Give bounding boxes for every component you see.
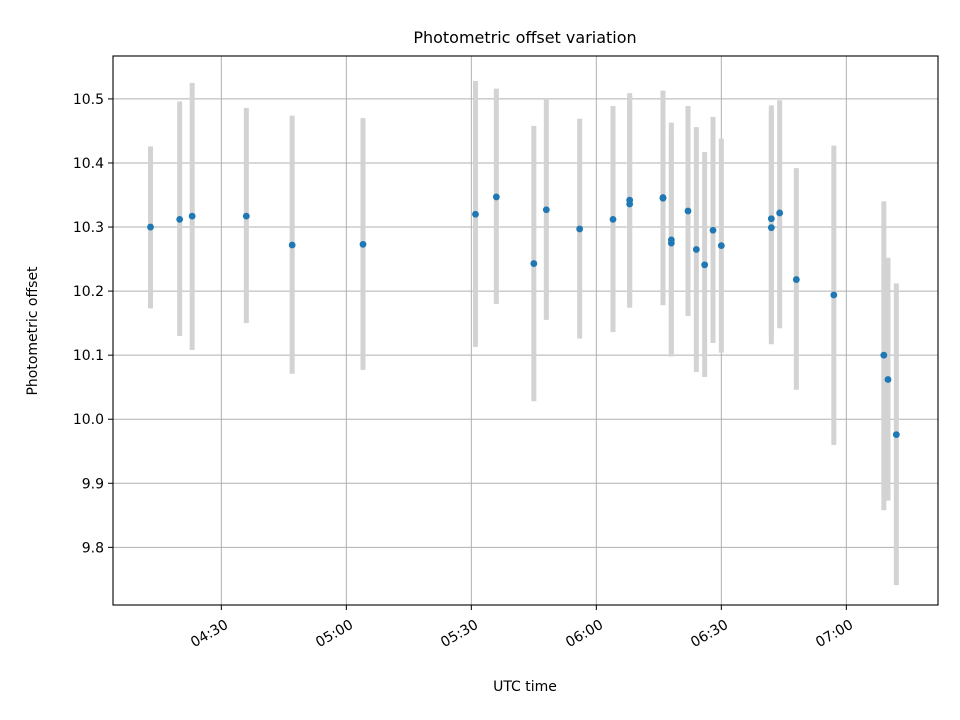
data-point — [717, 242, 725, 250]
x-axis-label: UTC time — [493, 679, 557, 695]
data-point — [188, 212, 196, 220]
data-point — [542, 206, 550, 214]
y-tick-label: 10.1 — [73, 348, 104, 364]
data-point — [147, 223, 154, 231]
y-axis-ticks: 9.8 9.9 10.0 10.1 10.2 10.3 10.4 10.5 — [73, 92, 113, 556]
data-point — [492, 193, 500, 201]
data-point — [830, 291, 838, 299]
data-point — [359, 240, 367, 248]
data-point — [767, 215, 775, 223]
data-point — [659, 194, 667, 201]
y-tick-label: 10.2 — [73, 284, 104, 300]
data-point — [884, 376, 892, 383]
y-tick-label: 10.0 — [73, 412, 104, 428]
data-point — [709, 226, 717, 234]
data-point — [692, 246, 700, 253]
data-point — [472, 210, 479, 218]
data-point — [626, 196, 634, 204]
data-point — [667, 236, 675, 244]
data-point — [288, 241, 296, 249]
chart-title: Photometric offset variation — [413, 28, 636, 47]
point-layer — [147, 193, 900, 438]
data-point — [530, 260, 538, 267]
y-tick-label: 9.9 — [82, 476, 104, 492]
y-tick-label: 10.4 — [73, 156, 104, 172]
data-point — [609, 215, 617, 223]
plot-area — [112, 55, 939, 606]
grid-layer — [113, 56, 938, 605]
data-point — [176, 215, 184, 223]
data-point — [880, 351, 888, 359]
data-point — [776, 209, 784, 217]
data-point — [242, 212, 250, 220]
plot-frame — [112, 55, 939, 606]
data-point — [792, 276, 800, 283]
data-point — [767, 224, 775, 232]
data-point — [892, 431, 900, 438]
y-axis-label: Photometric offset — [25, 266, 41, 396]
y-tick-label: 9.8 — [82, 540, 104, 556]
plot-background — [113, 56, 938, 605]
y-tick-label: 10.5 — [73, 92, 104, 108]
data-point — [576, 225, 584, 233]
y-tick-label: 10.3 — [73, 220, 104, 236]
data-point — [684, 207, 692, 215]
data-point — [701, 261, 709, 269]
